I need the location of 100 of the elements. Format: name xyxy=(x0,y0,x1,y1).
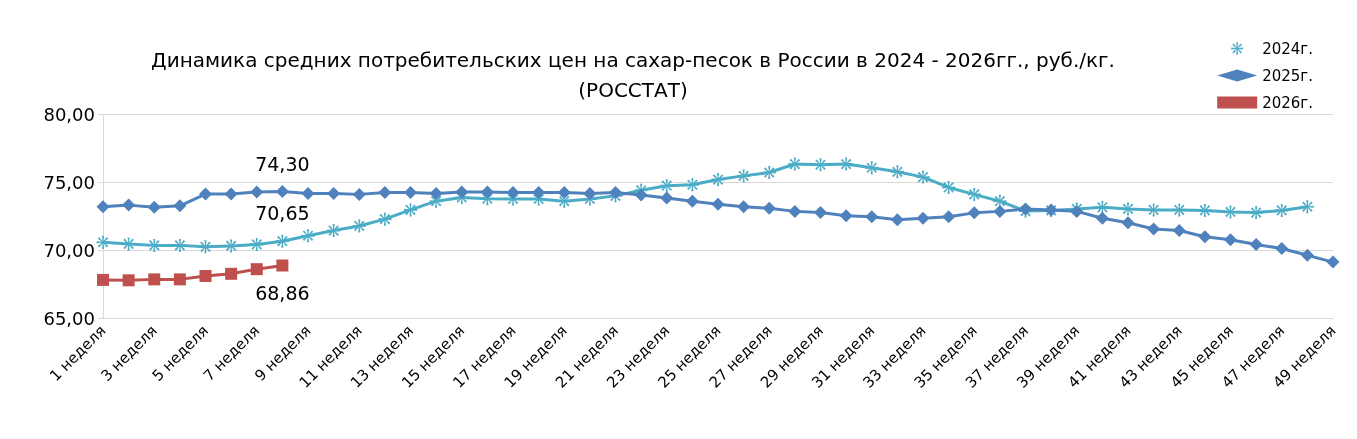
point xyxy=(173,273,186,286)
point xyxy=(506,185,520,199)
point xyxy=(788,157,802,171)
point xyxy=(147,200,161,214)
point xyxy=(1249,237,1263,251)
point xyxy=(275,234,289,248)
point xyxy=(480,185,494,199)
point xyxy=(1300,200,1314,214)
point xyxy=(225,267,238,280)
point xyxy=(1121,202,1135,216)
point xyxy=(250,185,264,199)
point xyxy=(250,237,264,251)
point xyxy=(1172,203,1186,217)
point xyxy=(378,185,392,199)
point xyxy=(583,186,597,200)
point xyxy=(1095,200,1109,214)
point xyxy=(404,185,417,199)
legend-label: 2025г. xyxy=(1262,66,1314,85)
point xyxy=(634,188,648,202)
data-label: 74,30 xyxy=(255,152,310,175)
point xyxy=(916,211,930,225)
point xyxy=(429,186,443,200)
point xyxy=(788,204,802,218)
point xyxy=(737,169,751,183)
point xyxy=(275,185,289,199)
point xyxy=(942,180,956,194)
point xyxy=(890,165,904,179)
point xyxy=(660,179,674,193)
point xyxy=(352,187,366,201)
point xyxy=(993,194,1007,208)
point xyxy=(557,194,571,208)
point xyxy=(352,219,366,233)
y-tick-label: 80,00 xyxy=(43,103,95,125)
point xyxy=(1172,224,1186,238)
point xyxy=(148,273,161,286)
point xyxy=(173,238,187,252)
chart-title: Динамика средних потребительских цен на сахар-песок в России в 2024 - 2026гг., руб./кг. (РОССТАТ) xyxy=(151,48,1115,102)
point xyxy=(609,185,622,199)
point xyxy=(1095,211,1109,225)
point xyxy=(814,206,827,220)
point xyxy=(737,200,751,214)
point xyxy=(839,209,853,223)
y-tick-label: 65,00 xyxy=(43,307,95,329)
point xyxy=(173,199,187,213)
point xyxy=(1275,203,1289,217)
legend-label: 2024г. xyxy=(1262,39,1314,58)
y-tick-label: 75,00 xyxy=(43,171,95,193)
point xyxy=(429,194,443,208)
point xyxy=(660,191,674,205)
point xyxy=(1300,248,1314,262)
point xyxy=(250,263,263,276)
point xyxy=(967,187,981,201)
point xyxy=(199,240,212,254)
point xyxy=(327,186,341,200)
point xyxy=(685,178,699,192)
point xyxy=(1198,230,1212,244)
legend-label: 2026г. xyxy=(1262,93,1314,112)
point xyxy=(378,212,392,226)
point xyxy=(685,194,699,208)
point xyxy=(1275,242,1289,255)
point xyxy=(96,200,110,214)
point xyxy=(865,210,879,224)
point xyxy=(1249,206,1263,220)
point xyxy=(1224,205,1237,219)
point xyxy=(96,235,110,249)
point xyxy=(1198,203,1212,217)
point xyxy=(1326,255,1340,269)
point xyxy=(224,239,238,253)
point xyxy=(97,273,109,286)
point xyxy=(711,173,725,187)
point xyxy=(839,157,853,171)
point xyxy=(993,204,1007,218)
point xyxy=(122,274,135,287)
point xyxy=(532,185,546,199)
point xyxy=(404,203,417,217)
point xyxy=(224,187,238,201)
point xyxy=(942,210,956,224)
point xyxy=(455,185,469,199)
point xyxy=(865,161,879,175)
y-tick-label: 70,00 xyxy=(43,239,95,261)
point xyxy=(301,186,315,200)
point xyxy=(967,206,981,220)
point xyxy=(762,201,776,215)
point xyxy=(1224,233,1237,247)
point xyxy=(1147,203,1161,217)
point xyxy=(890,213,904,227)
point xyxy=(1147,222,1161,236)
data-label: 68,86 xyxy=(255,282,310,304)
point xyxy=(199,187,212,201)
data-label: 70,65 xyxy=(255,202,310,225)
point xyxy=(762,165,776,179)
point xyxy=(301,229,315,243)
point xyxy=(711,197,725,211)
point xyxy=(147,238,161,252)
point xyxy=(122,237,136,251)
point xyxy=(122,198,136,212)
point xyxy=(199,269,212,282)
point xyxy=(916,170,930,184)
point xyxy=(814,158,827,172)
point xyxy=(276,259,289,272)
